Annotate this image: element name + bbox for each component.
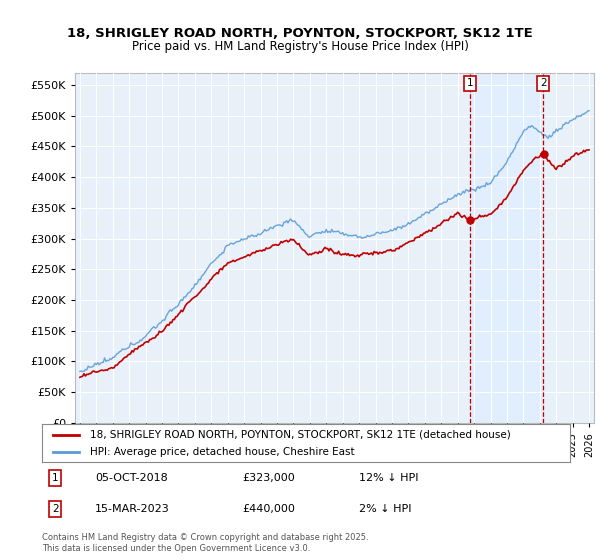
Text: 2: 2 (52, 504, 59, 514)
Text: 1: 1 (467, 78, 473, 88)
Text: 15-MAR-2023: 15-MAR-2023 (95, 504, 170, 514)
Text: Contains HM Land Registry data © Crown copyright and database right 2025.
This d: Contains HM Land Registry data © Crown c… (42, 534, 368, 553)
Bar (470, 73, 543, 423)
Text: 18, SHRIGLEY ROAD NORTH, POYNTON, STOCKPORT, SK12 1TE (detached house): 18, SHRIGLEY ROAD NORTH, POYNTON, STOCKP… (89, 430, 510, 440)
Text: 1: 1 (52, 473, 59, 483)
Text: 05-OCT-2018: 05-OCT-2018 (95, 473, 167, 483)
Text: HPI: Average price, detached house, Cheshire East: HPI: Average price, detached house, Ches… (89, 447, 354, 458)
Text: 2% ↓ HPI: 2% ↓ HPI (359, 504, 412, 514)
Text: 18, SHRIGLEY ROAD NORTH, POYNTON, STOCKPORT, SK12 1TE: 18, SHRIGLEY ROAD NORTH, POYNTON, STOCKP… (67, 27, 533, 40)
Text: £440,000: £440,000 (242, 504, 296, 514)
Text: £323,000: £323,000 (242, 473, 295, 483)
Text: 2: 2 (540, 78, 547, 88)
Text: 12% ↓ HPI: 12% ↓ HPI (359, 473, 418, 483)
Text: Price paid vs. HM Land Registry's House Price Index (HPI): Price paid vs. HM Land Registry's House … (131, 40, 469, 53)
